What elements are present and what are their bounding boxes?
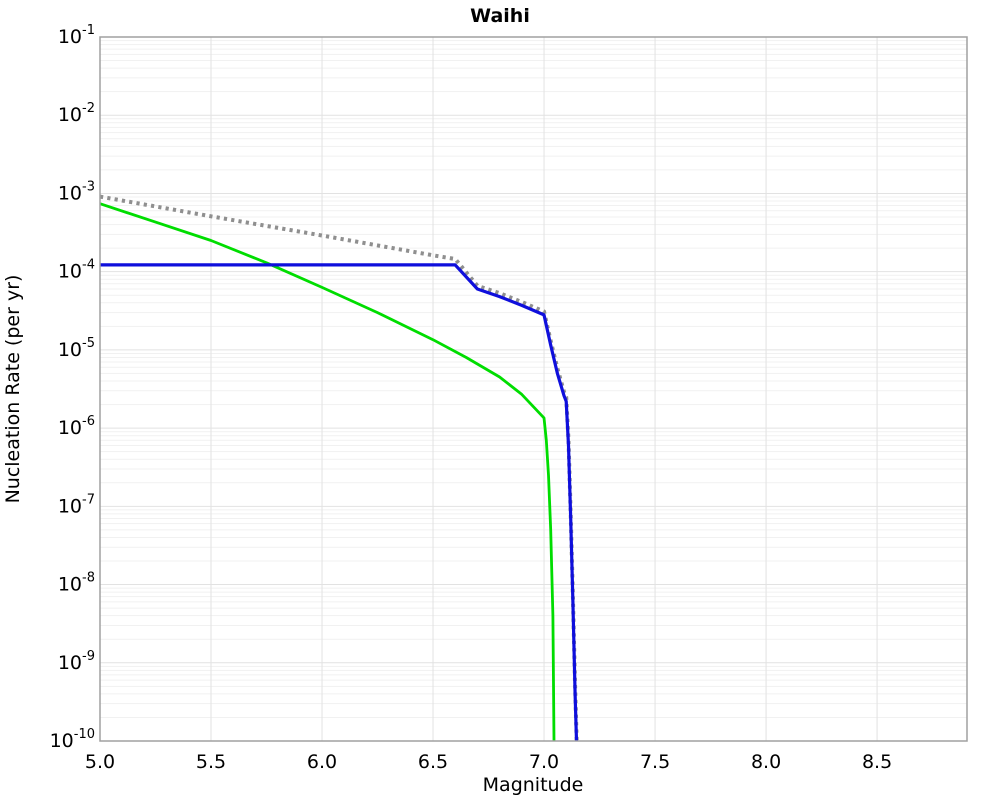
x-tick-label: 7.5 (640, 751, 670, 773)
x-tick-label: 6.5 (418, 751, 448, 773)
chart-title: Waihi (470, 5, 530, 27)
green-solid-curve (99, 202, 556, 742)
minor-gridlines (100, 40, 967, 718)
y-tick-label: 10-9 (58, 649, 95, 674)
x-tick-label: 8.0 (751, 751, 781, 773)
x-tick-label: 8.5 (862, 751, 892, 773)
y-axis-title: Nucleation Rate (per yr) (2, 275, 24, 504)
y-axis-tick-labels: 10-1 10-2 10-3 10-4 10-5 10-6 10-7 10-8 10-9 10-1… (50, 23, 95, 752)
y-tick-label: 10-3 (58, 179, 95, 204)
y-tick-label: 10-5 (58, 336, 95, 361)
x-tick-label: 5.5 (196, 751, 226, 773)
plot-frame (99, 36, 968, 742)
y-tick-label: 10-8 (58, 571, 95, 596)
x-tick-label: 6.0 (307, 751, 337, 773)
x-tick-label: 7.0 (529, 751, 559, 773)
y-tick-label: 10-1 (58, 23, 95, 48)
x-axis-title: Magnitude (483, 774, 584, 796)
y-tick-label: 10-4 (58, 258, 95, 283)
y-tick-label: 10-7 (58, 492, 95, 517)
y-tick-label: 10-6 (58, 414, 95, 439)
x-tick-label: 5.0 (85, 751, 115, 773)
x-axis-tick-labels: 5.0 5.5 6.0 6.5 7.0 7.5 8.0 8.5 (85, 751, 892, 773)
data-series-layer (99, 194, 579, 742)
blue-solid-curve (100, 263, 579, 742)
major-gridlines (99, 36, 967, 742)
y-tick-label: 10-2 (58, 101, 95, 126)
y-tick-label: 10-10 (50, 727, 95, 752)
